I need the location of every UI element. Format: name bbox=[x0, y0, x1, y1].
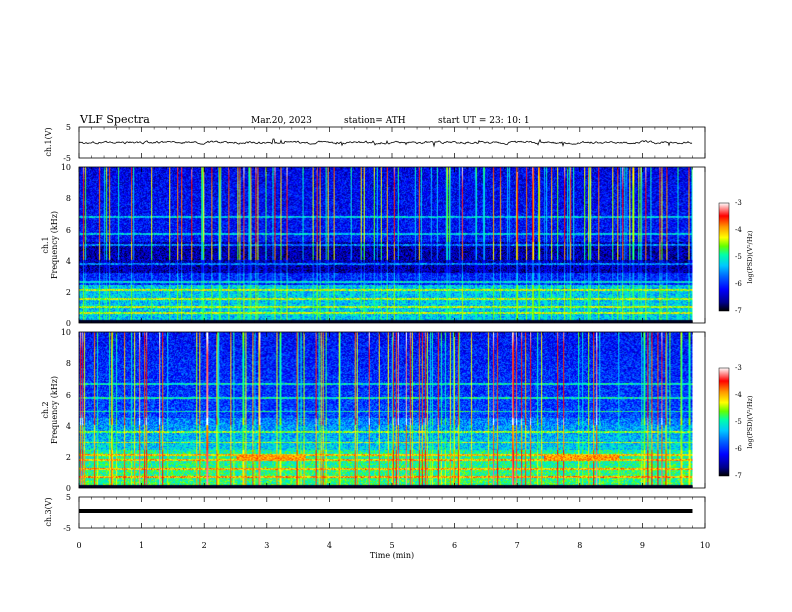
ch1-colorbar: -3 -4 -5 -6 -7 log(PSD)(V²/Hz) bbox=[718, 199, 754, 315]
ch1-ytick-top: 5 bbox=[66, 123, 71, 132]
ch1-spectrogram-ylabel-1: ch.1 bbox=[41, 236, 50, 253]
ch1-ytick-8: 8 bbox=[66, 194, 71, 203]
ch1-ytick-bottom: -5 bbox=[63, 154, 71, 163]
ch1-spectrogram-ylabel-2: Frequency (kHz) bbox=[50, 211, 59, 279]
ch2-colorbar-tick-m5: -5 bbox=[735, 418, 742, 426]
ch2-spectrogram-image bbox=[79, 332, 693, 488]
ch1-spectrogram-image bbox=[79, 167, 693, 323]
ch1-waveform-trace bbox=[78, 138, 693, 148]
xtick-7: 7 bbox=[515, 541, 520, 550]
time-axis-title: Time (min) bbox=[370, 551, 414, 560]
ch1-spectrogram-yticks: 0 2 4 6 8 10 bbox=[61, 163, 71, 328]
ch2-ytick-2: 2 bbox=[66, 453, 71, 462]
ch2-colorbar-label: log(PSD)(V²/Hz) bbox=[746, 395, 754, 448]
ch2-spectrogram-panel: 0 2 4 6 8 10 ch.2 Frequency (kHz) bbox=[41, 328, 706, 493]
ch1-ytick-4: 4 bbox=[66, 257, 71, 266]
ch2-spectrogram-yticks: 0 2 4 6 8 10 bbox=[61, 328, 71, 493]
ch1-colorbar-scale bbox=[718, 202, 730, 312]
xtick-10: 10 bbox=[700, 541, 710, 550]
ch1-ytick-6: 6 bbox=[66, 226, 71, 235]
xtick-0: 0 bbox=[76, 541, 81, 550]
ch2-ytick-8: 8 bbox=[66, 359, 71, 368]
ch2-colorbar-scale bbox=[718, 367, 730, 477]
ch2-colorbar: -3 -4 -5 -6 -7 log(PSD)(V²/Hz) bbox=[718, 364, 754, 480]
xtick-6: 6 bbox=[452, 541, 457, 550]
xtick-8: 8 bbox=[577, 541, 582, 550]
ch2-colorbar-tick-m4: -4 bbox=[735, 391, 742, 399]
ch1-colorbar-tick-m6: -6 bbox=[735, 280, 742, 288]
header-station: station= ATH bbox=[344, 116, 406, 126]
ch2-colorbar-tick-m7: -7 bbox=[735, 472, 742, 480]
figure-title: VLF Spectra bbox=[79, 113, 150, 126]
ch2-ytick-0: 0 bbox=[66, 484, 71, 493]
ch1-ylabel: ch.1(V) bbox=[44, 127, 53, 156]
ch2-colorbar-tick-m6: -6 bbox=[735, 445, 742, 453]
ch3-waveform-panel: 5 -5 ch.3(V) bbox=[44, 493, 706, 533]
xtick-3: 3 bbox=[264, 541, 269, 550]
header-date: Mar.20, 2023 bbox=[251, 116, 312, 126]
xtick-2: 2 bbox=[202, 541, 207, 550]
ch1-colorbar-tick-m3: -3 bbox=[735, 199, 742, 207]
ch3-ytick-top: 5 bbox=[66, 493, 71, 502]
ch1-ytick-0: 0 bbox=[66, 319, 71, 328]
ch1-colorbar-tick-m4: -4 bbox=[735, 226, 742, 234]
xtick-1: 1 bbox=[139, 541, 144, 550]
ch1-ytick-2: 2 bbox=[66, 288, 71, 297]
ch2-ytick-6: 6 bbox=[66, 391, 71, 400]
ch2-spectrogram-ylabel-2: Frequency (kHz) bbox=[50, 376, 59, 444]
ch1-waveform-panel: 5 -5 ch.1(V) bbox=[44, 123, 706, 163]
time-axis-labels: 0 1 2 3 4 5 6 7 8 9 10 Time (min) bbox=[76, 541, 710, 560]
xtick-9: 9 bbox=[640, 541, 645, 550]
ch2-ytick-10: 10 bbox=[61, 328, 71, 337]
ch2-spectrogram-ylabel-1: ch.2 bbox=[41, 401, 50, 418]
ch3-ylabel: ch.3(V) bbox=[44, 497, 53, 526]
ch2-colorbar-tick-m3: -3 bbox=[735, 364, 742, 372]
ch2-ytick-4: 4 bbox=[66, 422, 71, 431]
xtick-5: 5 bbox=[389, 541, 394, 550]
ch1-spectrogram-panel: 0 2 4 6 8 10 ch.1 Frequency (kHz) bbox=[41, 163, 706, 328]
ch3-ytick-bottom: -5 bbox=[63, 524, 71, 533]
header-start-time: start UT = 23: 10: 1 bbox=[438, 116, 530, 126]
ch1-ytick-10: 10 bbox=[61, 163, 71, 172]
ch1-colorbar-tick-m7: -7 bbox=[735, 307, 742, 315]
ch1-colorbar-label: log(PSD)(V²/Hz) bbox=[746, 230, 754, 283]
xtick-4: 4 bbox=[327, 541, 332, 550]
axis-ticks bbox=[78, 127, 706, 528]
ch1-colorbar-tick-m5: -5 bbox=[735, 253, 742, 261]
